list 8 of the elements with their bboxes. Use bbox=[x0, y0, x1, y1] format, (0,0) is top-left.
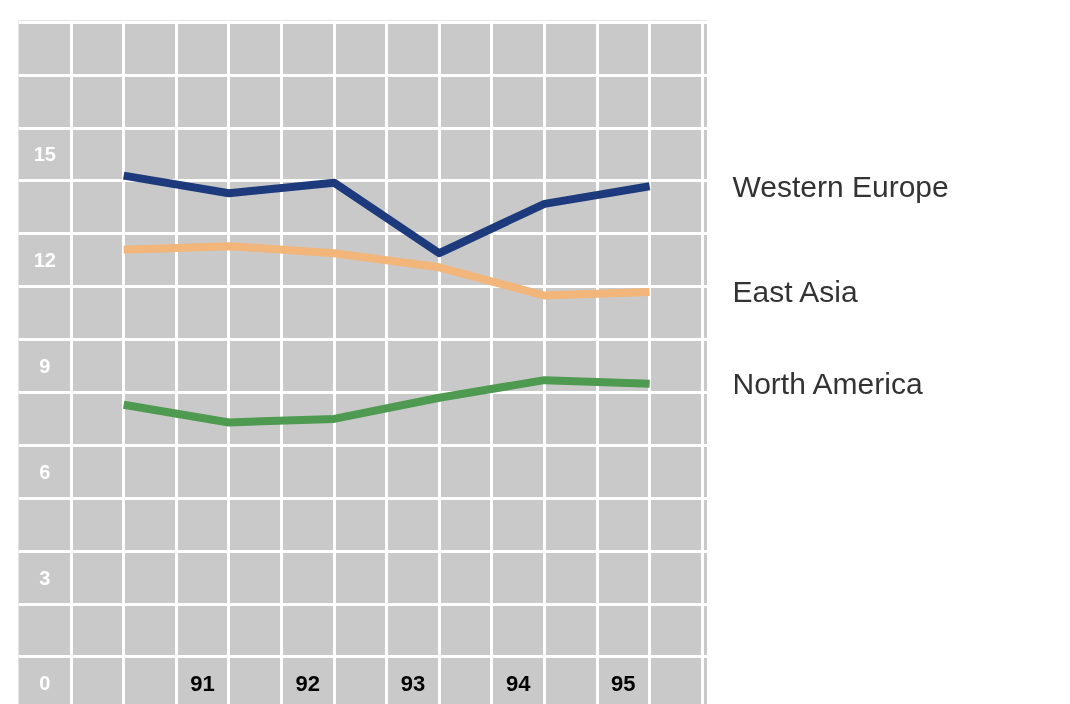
x-tick-label: 94 bbox=[505, 670, 532, 696]
x-tick-label: 91 bbox=[190, 670, 215, 696]
text: East Asia bbox=[732, 275, 858, 309]
x-tick-label: 92 bbox=[295, 670, 321, 696]
x-tick-label: 95 bbox=[611, 670, 636, 696]
x-tick-label: 93 bbox=[400, 670, 426, 696]
text: North America bbox=[732, 367, 923, 401]
text: Western Europe bbox=[732, 169, 949, 203]
